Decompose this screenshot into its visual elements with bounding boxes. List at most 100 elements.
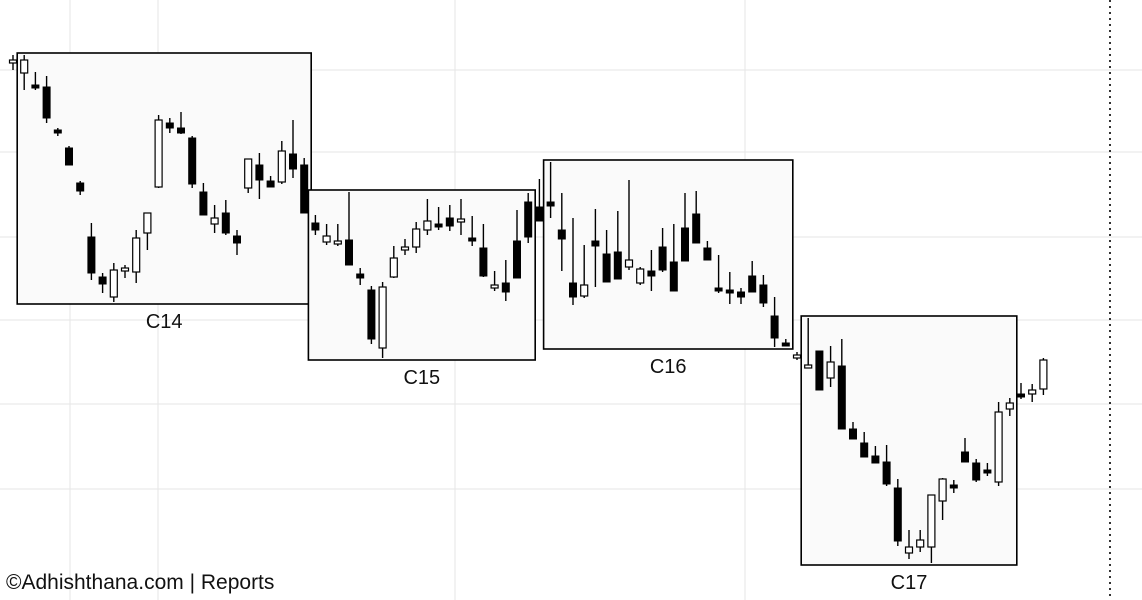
candle-body-bearish (815, 350, 824, 391)
candle-body-bearish (837, 365, 846, 430)
candle-body-bullish (244, 158, 253, 189)
candle-body-bearish (658, 246, 667, 271)
candle-body-bearish (87, 236, 96, 274)
candle-body-bullish (333, 240, 342, 245)
candle-body-bullish (154, 119, 163, 188)
candle-body-bullish (143, 212, 152, 234)
candle-body-bearish (367, 289, 376, 340)
candle-body-bearish (221, 212, 230, 234)
candle-body-bearish (266, 180, 275, 188)
candle-body-bearish (546, 201, 555, 207)
candle-body-bearish (613, 251, 622, 280)
cycle-box-c17 (800, 315, 1018, 566)
candle-body-bullish (1005, 402, 1014, 410)
cycle-label-c15: C15 (403, 367, 440, 389)
cycle-label-c14: C14 (146, 311, 183, 333)
candle-body-bearish (871, 455, 880, 464)
candle-body-bearish (725, 289, 734, 294)
candle-body-bullish (210, 217, 219, 225)
candle-body-bearish (860, 442, 869, 458)
candle-body-bullish (624, 259, 634, 268)
candle-body-bearish (42, 86, 51, 119)
candle-body-bullish (412, 228, 421, 248)
candle-body-bearish (781, 342, 790, 347)
candle-body-bearish (479, 247, 488, 277)
candle-body-bearish (165, 122, 174, 129)
copyright-footer: ©Adhishthana.com | Reports (6, 571, 275, 594)
candle-body-bullish (20, 59, 29, 74)
candle-body-bullish (580, 284, 589, 297)
candle-body-bullish (120, 267, 130, 272)
candle-body-bullish (490, 284, 499, 289)
candle-body-bullish (378, 286, 387, 349)
candle-body-bearish (681, 227, 689, 262)
candle-body-bullish (927, 494, 936, 548)
cycle-box-c14 (16, 52, 313, 305)
candle-body-bearish (445, 217, 454, 227)
candle-body-bearish (233, 235, 241, 244)
candle-body-bearish (770, 315, 779, 339)
candle-body-bullish (904, 546, 914, 554)
candle-body-bearish (65, 147, 73, 166)
candle-body-bearish (468, 237, 477, 242)
candle-body-bullish (804, 364, 813, 369)
candle-body-bearish (199, 191, 208, 216)
candle-body-bullish (277, 150, 286, 183)
candle-body-bearish (591, 240, 600, 247)
candle-body-bearish (53, 129, 62, 134)
cycle-box-c15 (307, 189, 536, 361)
candle-body-bearish (255, 164, 264, 181)
candle-body-bearish (961, 451, 969, 463)
candle-body-bearish (669, 261, 678, 292)
candle-body-bearish (893, 487, 902, 542)
candle-body-bullish (132, 237, 141, 273)
candle-body-bearish (356, 273, 365, 279)
candle-body-bullish (8, 59, 18, 64)
candle-body-bullish (109, 269, 118, 298)
candle-body-bearish (569, 282, 577, 298)
candle-body-bearish (737, 291, 745, 298)
cycle-label-c17: C17 (891, 572, 928, 594)
candle-body-bearish (692, 213, 701, 244)
candle-body-bearish (882, 461, 891, 485)
candle-body-bearish (1017, 393, 1025, 398)
candle-body-bearish (703, 247, 712, 261)
candles (8, 55, 1048, 563)
candle-body-bearish (434, 223, 443, 228)
candle-body-bullish (994, 411, 1003, 483)
candle-body-bullish (792, 354, 802, 359)
candle-body-bearish (602, 253, 611, 283)
candle-body-bearish (501, 282, 510, 293)
candle-body-bullish (322, 235, 331, 243)
cycle-box-c16 (542, 159, 794, 350)
candle-body-bearish (759, 284, 768, 304)
candle-body-bearish (714, 287, 723, 292)
candle-body-bearish (345, 239, 353, 266)
candle-body-bullish (456, 218, 466, 223)
candle-body-bullish (1028, 389, 1037, 395)
candle-body-bearish (748, 275, 757, 293)
candle-body-bullish (636, 268, 645, 284)
candle-body-bearish (289, 153, 297, 170)
candle-body-bearish (76, 182, 85, 192)
candle-body-bearish (31, 84, 40, 89)
candle-body-bearish (98, 276, 107, 285)
cycle-label-c16: C16 (650, 356, 687, 378)
candle-body-bearish (647, 270, 656, 277)
candle-body-bullish (938, 478, 947, 502)
candle-body-bullish (389, 257, 398, 278)
candle-body-bearish (513, 240, 521, 279)
candle-body-bearish (983, 469, 992, 474)
candle-body-bullish (400, 246, 410, 251)
candle-body-bearish (972, 462, 981, 481)
candle-body-bearish (524, 201, 533, 238)
cycle-boxes: C14 C15 C16 C17 (16, 52, 1018, 594)
candle-body-bearish (177, 127, 185, 134)
candle-body-bearish (535, 206, 544, 222)
candle-body-bullish (826, 361, 835, 379)
candle-body-bullish (423, 220, 432, 231)
candle-body-bearish (311, 222, 320, 231)
candle-body-bearish (188, 137, 197, 185)
candle-body-bearish (300, 164, 309, 214)
